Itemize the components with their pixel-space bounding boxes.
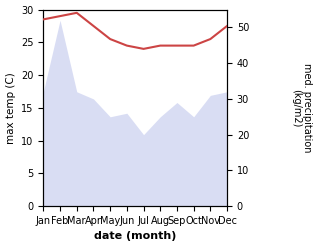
Y-axis label: max temp (C): max temp (C)	[5, 72, 16, 144]
Y-axis label: med. precipitation
(kg/m2): med. precipitation (kg/m2)	[291, 63, 313, 153]
X-axis label: date (month): date (month)	[94, 231, 176, 242]
